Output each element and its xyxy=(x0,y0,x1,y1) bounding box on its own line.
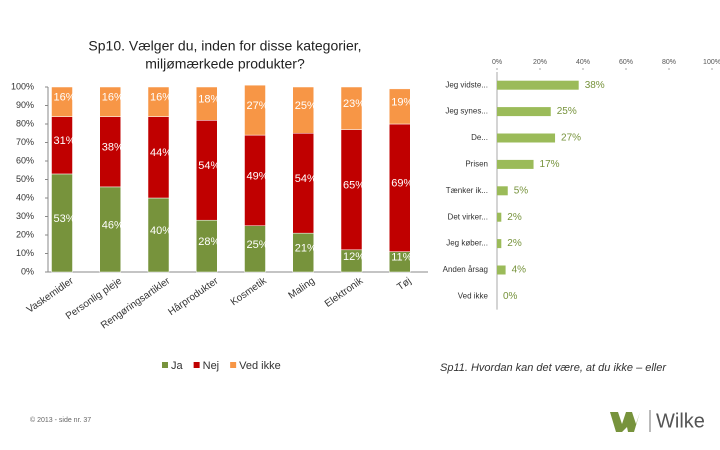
data-label: 5% xyxy=(514,185,529,196)
y-tick-label: Det virker... xyxy=(448,212,488,221)
data-label: 65% xyxy=(343,180,365,192)
bar xyxy=(497,159,534,169)
bar-segment xyxy=(99,86,121,117)
bar xyxy=(497,133,556,143)
data-label: 17% xyxy=(540,159,560,170)
y-tick-label: Jeg vidste... xyxy=(445,80,488,89)
y-tick-label: De... xyxy=(471,133,488,142)
chart-title: Sp10. Vælger du, inden for disse kategor… xyxy=(88,38,361,54)
legend-label: Nej xyxy=(203,360,220,372)
legend-swatch xyxy=(193,362,200,368)
bar-segment xyxy=(196,86,218,121)
x-tick-label: Hårprodukter xyxy=(166,274,221,318)
data-label: 18% xyxy=(198,94,220,106)
data-label: 28% xyxy=(198,236,220,248)
data-label: 2% xyxy=(507,212,522,223)
y-tick-label: 40% xyxy=(16,192,34,202)
legend-swatch xyxy=(162,362,168,368)
data-label: 54% xyxy=(198,160,220,172)
y-tick-label: 90% xyxy=(16,100,34,110)
data-label: 49% xyxy=(247,170,269,182)
data-label: 11% xyxy=(391,252,412,264)
x-tick-label: 80% xyxy=(662,59,676,66)
bar-segment xyxy=(389,88,411,125)
y-tick-label: 0% xyxy=(21,266,34,276)
data-label: 16% xyxy=(54,92,76,104)
bar xyxy=(497,186,508,196)
chart-title: miljømærkede produkter? xyxy=(145,56,305,72)
legend-label: Ved ikke xyxy=(239,360,281,372)
data-label: 53% xyxy=(54,213,76,225)
x-tick-label: Kosmetik xyxy=(229,275,270,308)
y-tick-label: Ved ikke xyxy=(458,292,489,301)
logo-icon xyxy=(610,412,640,432)
data-label: 23% xyxy=(343,98,365,110)
data-label: 31% xyxy=(54,135,76,147)
data-label: 27% xyxy=(561,133,581,144)
y-tick-label: 30% xyxy=(16,211,34,221)
data-label: 21% xyxy=(295,242,317,254)
y-tick-label: Prisen xyxy=(465,160,488,169)
bar xyxy=(497,265,506,275)
legend-swatch xyxy=(230,362,237,368)
y-tick-label: Tænker ik... xyxy=(446,186,488,195)
data-label: 44% xyxy=(150,147,172,159)
y-tick-label: Jeg synes... xyxy=(445,107,488,116)
bar-segment xyxy=(292,86,314,134)
logo: Wilke xyxy=(610,410,705,432)
data-label: 69% xyxy=(391,178,413,190)
y-tick-label: 20% xyxy=(16,229,34,239)
x-tick-label: 20% xyxy=(533,59,547,66)
footer: © 2013 - side nr. 37 xyxy=(30,416,91,424)
data-label: 40% xyxy=(150,225,172,237)
y-tick-label: 10% xyxy=(16,248,34,258)
y-tick-label: Anden årsag xyxy=(443,265,488,274)
legend-label: Ja xyxy=(171,360,184,372)
y-tick-label: 100% xyxy=(11,81,34,91)
bar-segment xyxy=(340,86,363,130)
x-tick-label: 60% xyxy=(619,59,633,66)
x-tick-label: 100% xyxy=(703,59,720,66)
data-label: 25% xyxy=(557,106,577,117)
data-label: 25% xyxy=(247,239,269,251)
bar-segment xyxy=(244,84,266,136)
data-label: 0% xyxy=(503,291,518,302)
data-label: 27% xyxy=(247,100,269,112)
y-tick-label: 70% xyxy=(16,137,34,147)
bar xyxy=(497,80,579,90)
bar xyxy=(497,239,502,249)
data-label: 38% xyxy=(585,80,605,91)
y-tick-label: 80% xyxy=(16,118,34,128)
x-tick-label: Elektronik xyxy=(323,275,366,310)
bar xyxy=(497,107,551,117)
data-label: 19% xyxy=(391,96,413,108)
x-tick-label: Maling xyxy=(287,276,317,302)
data-label: 16% xyxy=(102,92,124,104)
data-label: 38% xyxy=(102,142,124,154)
x-tick-label: 0% xyxy=(492,59,502,66)
y-tick-label: 60% xyxy=(16,155,34,165)
x-tick-label: Tøj xyxy=(395,276,413,293)
data-label: 4% xyxy=(512,265,527,276)
bar-segment xyxy=(147,86,170,117)
data-label: 12% xyxy=(343,251,365,263)
data-label: 25% xyxy=(295,100,317,112)
y-tick-label: 50% xyxy=(16,174,34,184)
bar xyxy=(497,212,502,222)
data-label: 46% xyxy=(102,219,124,231)
data-label: 16% xyxy=(150,92,172,104)
y-tick-label: Jeg køber... xyxy=(446,239,488,248)
data-label: 2% xyxy=(507,238,522,249)
x-tick-label: 40% xyxy=(576,59,590,66)
data-label: 54% xyxy=(295,173,317,185)
bar-segment xyxy=(51,86,73,117)
chart-title: Sp11. Hvordan kan det være, at du ikke –… xyxy=(440,362,667,374)
logo-text: Wilke xyxy=(656,410,705,432)
